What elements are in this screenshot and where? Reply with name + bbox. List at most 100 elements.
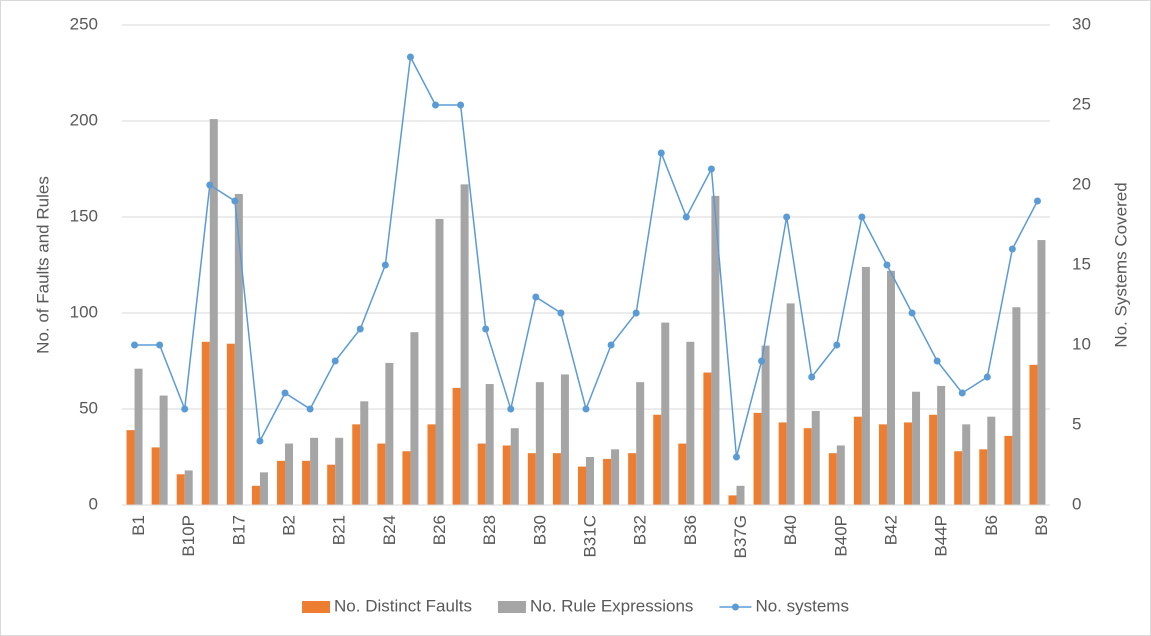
bar [360, 401, 369, 505]
line-marker [381, 261, 389, 269]
x-tick-label: B6 [982, 515, 1001, 536]
x-tick-label: B40 [781, 515, 800, 545]
x-tick-label: B36 [681, 515, 700, 545]
line-marker [432, 101, 440, 109]
bar [937, 385, 946, 505]
line-marker [281, 389, 289, 397]
bar [184, 470, 193, 505]
bar [962, 424, 971, 505]
bar [126, 430, 135, 505]
line-marker [983, 373, 991, 381]
bar [586, 457, 594, 505]
bar [904, 422, 913, 505]
bar [510, 428, 519, 505]
line-marker [758, 357, 766, 365]
x-tick-label: B44P [932, 515, 951, 557]
line-marker [732, 453, 740, 461]
line-marker [532, 293, 540, 301]
bar [410, 332, 419, 505]
bar [979, 449, 988, 505]
line-marker [808, 373, 816, 381]
x-tick-label: B26 [430, 515, 449, 545]
y2-tick-label: 30 [1072, 14, 1091, 33]
x-tick-label: B31C [580, 515, 599, 558]
bar [552, 453, 561, 505]
line-marker [156, 341, 164, 349]
y2-tick-label: 15 [1072, 254, 1091, 273]
line-marker [256, 437, 264, 445]
line-marker [883, 261, 891, 269]
bar [560, 374, 569, 505]
x-tick-label: B30 [530, 515, 549, 545]
bar [954, 451, 963, 505]
line-marker [833, 341, 841, 349]
bar [761, 345, 770, 505]
bar [603, 458, 612, 505]
bar [1029, 364, 1038, 505]
bar [485, 384, 494, 505]
x-tick-label: B32 [631, 515, 650, 545]
x-tick-label: B21 [330, 515, 349, 545]
y2-axis-title: No. Systems Covered [1111, 182, 1130, 347]
line-marker [457, 101, 465, 109]
bar [987, 416, 996, 505]
bar [578, 466, 586, 505]
bar [1012, 307, 1021, 505]
legend-label: No. Rule Expressions [530, 596, 693, 615]
bar [435, 218, 444, 506]
bar [302, 460, 311, 505]
y2-tick-label: 20 [1072, 174, 1091, 193]
bar [277, 460, 286, 505]
line-marker [482, 325, 490, 333]
y-tick-label: 200 [70, 110, 98, 129]
bar [134, 368, 143, 505]
x-tick-label: B42 [881, 515, 900, 545]
line-marker [707, 165, 715, 173]
x-tick-label: B28 [480, 515, 499, 545]
x-tick-label: B2 [280, 515, 299, 536]
x-tick-label: B9 [1032, 515, 1051, 536]
x-tick-label: B10P [179, 515, 198, 557]
line-marker [331, 357, 339, 365]
bar [836, 445, 845, 505]
line-marker [406, 53, 414, 61]
x-tick-label: B17 [229, 515, 248, 545]
bar [477, 443, 486, 505]
bar [527, 453, 536, 505]
legend-swatch [497, 601, 526, 613]
bar [728, 495, 737, 505]
bar [611, 449, 620, 505]
line-marker [1033, 197, 1041, 205]
bar [535, 382, 544, 505]
bar [385, 362, 394, 505]
bar [427, 424, 436, 505]
bar [678, 443, 687, 505]
bar [1004, 435, 1013, 505]
bar [861, 266, 870, 505]
y2-tick-label: 5 [1072, 414, 1081, 433]
bar [259, 472, 268, 505]
line-marker [682, 213, 690, 221]
bar [778, 422, 787, 505]
bar [251, 485, 260, 505]
bar [209, 119, 218, 505]
legend-label: No. systems [755, 596, 849, 615]
bar [460, 184, 469, 506]
y2-tick-label: 25 [1072, 94, 1091, 113]
bar [628, 453, 637, 505]
bar [234, 193, 243, 505]
legend-swatch [731, 603, 739, 611]
y-tick-label: 100 [70, 302, 98, 321]
bar [636, 382, 645, 505]
bar [703, 372, 712, 505]
bar [929, 414, 938, 505]
line-marker [231, 197, 239, 205]
x-tick-label: B37G [731, 515, 750, 558]
bar [159, 395, 168, 505]
y-tick-label: 250 [70, 14, 98, 33]
bar [803, 428, 812, 505]
y-tick-label: 150 [70, 206, 98, 225]
line-marker [131, 341, 139, 349]
bar [452, 387, 461, 505]
